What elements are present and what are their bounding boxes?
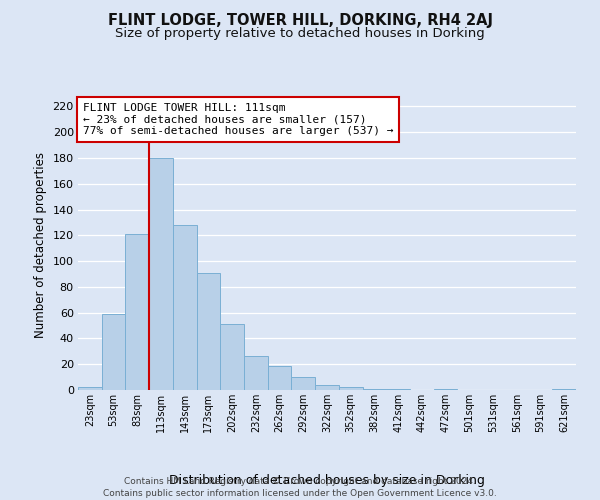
Text: FLINT LODGE TOWER HILL: 111sqm
← 23% of detached houses are smaller (157)
77% of: FLINT LODGE TOWER HILL: 111sqm ← 23% of … [83,103,394,136]
Bar [552,388,576,390]
Bar [339,388,362,390]
Bar [102,314,125,390]
Bar [268,366,292,390]
X-axis label: Distribution of detached houses by size in Dorking: Distribution of detached houses by size … [169,474,485,487]
Bar [125,234,149,390]
Bar [149,158,173,390]
Text: Contains public sector information licensed under the Open Government Licence v3: Contains public sector information licen… [103,489,497,498]
Bar [220,324,244,390]
Bar [292,377,315,390]
Text: FLINT LODGE, TOWER HILL, DORKING, RH4 2AJ: FLINT LODGE, TOWER HILL, DORKING, RH4 2A… [107,12,493,28]
Bar [362,388,386,390]
Text: Contains HM Land Registry data © Crown copyright and database right 2024.: Contains HM Land Registry data © Crown c… [124,478,476,486]
Bar [315,385,339,390]
Text: Size of property relative to detached houses in Dorking: Size of property relative to detached ho… [115,28,485,40]
Y-axis label: Number of detached properties: Number of detached properties [34,152,47,338]
Bar [244,356,268,390]
Bar [78,388,102,390]
Bar [434,388,457,390]
Bar [386,388,410,390]
Bar [173,225,197,390]
Bar [197,272,220,390]
